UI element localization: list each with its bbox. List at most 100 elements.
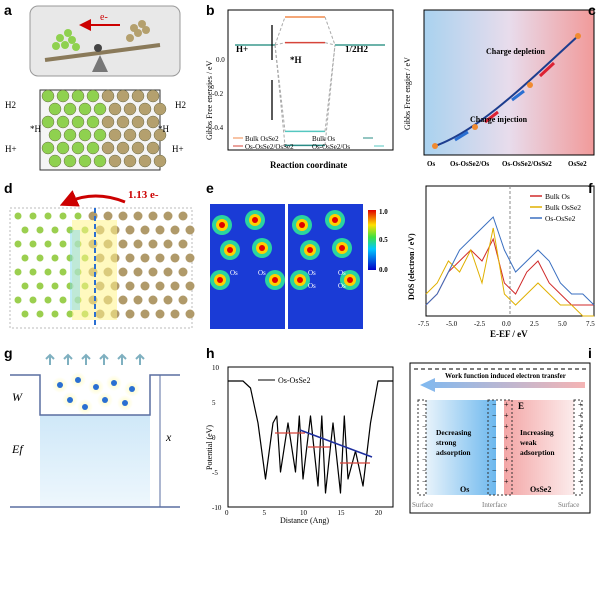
panel-label-b: b [206, 2, 215, 18]
h-xtick: 10 [300, 509, 308, 517]
slab-atom [93, 154, 107, 168]
slab-atom [101, 141, 115, 155]
c-xtick-2: Os-OsSe2/OsSe2 [502, 160, 552, 168]
se-atom [21, 226, 29, 234]
slab-atom [131, 141, 145, 155]
panel-g-diagram: W Ef x [10, 353, 180, 508]
panel-label-e: e [206, 180, 214, 196]
connector-2 [324, 42, 336, 46]
slab-atom [146, 141, 160, 155]
electron [122, 400, 128, 406]
panel-b-ylabel: Gibbs Free energies / eV [205, 60, 214, 140]
os-atom [155, 225, 165, 235]
i-bottom-surface-left: Surface [412, 501, 433, 509]
electron [57, 382, 63, 388]
field-label: E [518, 401, 524, 411]
charge-sign: + [504, 455, 509, 464]
charge-sign: + [504, 433, 509, 442]
colorbar-min: 0.0 [379, 266, 388, 274]
wrapped-line: adsorption [520, 448, 555, 457]
se-atom [21, 282, 29, 290]
charge-sign: + [504, 477, 509, 486]
c-xtick-3: OsSe2 [568, 160, 587, 168]
charge-sign: − [492, 477, 497, 486]
cluster-right [126, 20, 150, 42]
os-atom [140, 281, 150, 291]
electron [75, 377, 81, 383]
panel-h: h Potential (eV) Distance (Ang) Os-OsSe2… [200, 345, 400, 525]
slab-atom [63, 154, 77, 168]
charge-sign: + [504, 466, 509, 475]
charge-sign: − [422, 466, 427, 475]
os-atom [148, 295, 158, 305]
panel-c: c Gibbs Free engier / eV Charge depletio… [400, 0, 600, 180]
se-atom [59, 268, 67, 276]
se-atom [44, 240, 52, 248]
density-core [332, 217, 338, 223]
legend-bulk-os: Bulk Os [312, 135, 335, 143]
slab-atom [48, 102, 62, 116]
slab-atom [78, 128, 92, 142]
os-atom [88, 211, 98, 221]
charge-sign: − [422, 422, 427, 431]
state-h-plus: H+ [236, 44, 248, 54]
se-atom [14, 240, 22, 248]
os-atom [133, 295, 143, 305]
right-text-1: Increasing weak adsorption [520, 428, 555, 457]
label-w: W [12, 390, 23, 404]
os-atom [178, 295, 188, 305]
i-bottom-os: Os [460, 485, 469, 494]
se-atom [44, 296, 52, 304]
os-atom [163, 239, 173, 249]
density-core [272, 277, 278, 283]
label-h-right: *H [158, 124, 170, 134]
slab-atom [138, 102, 152, 116]
crystal-slab [39, 89, 167, 171]
charge-sign: + [578, 411, 583, 420]
electron [93, 384, 99, 390]
panel-f-ylabel: DOS (electron / eV) [407, 233, 416, 300]
wrapped-line: adsorption [436, 448, 471, 457]
h-ytick: 0 [212, 434, 216, 442]
charge-sign: − [422, 411, 427, 420]
os-atom [133, 211, 143, 221]
legend-os-osse2-os: Os-OsSe2/Os [312, 143, 350, 151]
panel-b-legend: Bulk OsSe2 Os-OsSe2/OsSe2 Bulk Os Os-OsS… [233, 135, 384, 151]
panel-f-chart: DOS (electron / eV) E-EF / eV -7.5 -5.0 -2… [407, 185, 595, 339]
os-atom [163, 295, 173, 305]
slab-atom [71, 141, 85, 155]
se-atom [36, 226, 44, 234]
panel-label-h: h [206, 345, 215, 361]
escape-arrow [117, 353, 127, 365]
slab-atom [116, 89, 130, 103]
panel-i: i Work function induced electron transfe… [400, 345, 600, 520]
panel-label-g: g [4, 345, 13, 361]
os-atom [125, 253, 135, 263]
density-core [339, 245, 345, 251]
f-xtick: -2.5 [474, 320, 486, 328]
os-atom [163, 211, 173, 221]
panel-f-xlabel: E-EF / eV [490, 329, 528, 339]
se-atom [36, 254, 44, 262]
slab-atom [56, 141, 70, 155]
os-atom [140, 253, 150, 263]
se-atom [36, 310, 44, 318]
panel-d-illustration: 1.13 e- [9, 189, 195, 329]
os-atom [178, 267, 188, 277]
legend-os-osse2-f: Os-OsSe2 [545, 214, 576, 223]
colorbar-mid: 0.5 [379, 236, 388, 244]
electron-label: e- [100, 12, 108, 23]
charge-sign: + [504, 444, 509, 453]
se-atom [51, 226, 59, 234]
se-atom [59, 296, 67, 304]
density-core [217, 277, 223, 283]
charge-sign: + [578, 433, 583, 442]
se-atom [51, 254, 59, 262]
h-xtick: 5 [263, 509, 267, 517]
os-atom [185, 225, 195, 235]
os-atom [178, 239, 188, 249]
os-atom [170, 309, 180, 319]
charge-sign: − [422, 455, 427, 464]
slab-atom [138, 128, 152, 142]
panel-e-contour: Os Os Os Os Os Os 1.0 0.5 0.0 [210, 204, 388, 329]
